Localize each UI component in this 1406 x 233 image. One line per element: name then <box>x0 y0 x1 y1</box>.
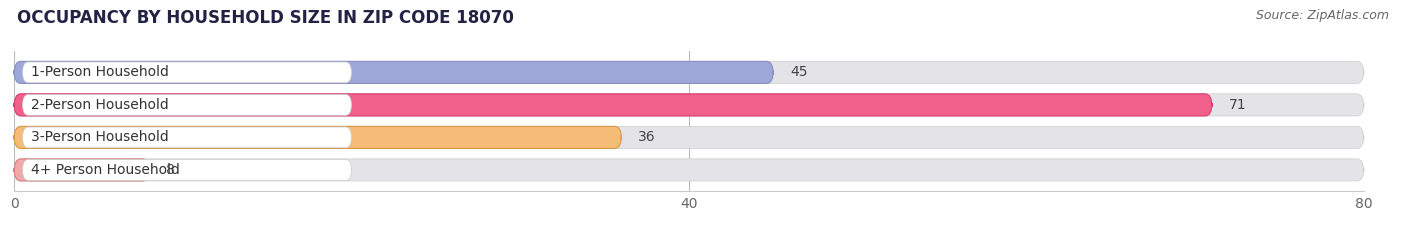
Text: Source: ZipAtlas.com: Source: ZipAtlas.com <box>1256 9 1389 22</box>
FancyBboxPatch shape <box>22 127 351 148</box>
Text: 8: 8 <box>166 163 174 177</box>
FancyBboxPatch shape <box>22 160 351 180</box>
Text: 4+ Person Household: 4+ Person Household <box>31 163 180 177</box>
FancyBboxPatch shape <box>22 95 351 115</box>
FancyBboxPatch shape <box>14 94 1364 116</box>
FancyBboxPatch shape <box>22 62 351 83</box>
FancyBboxPatch shape <box>14 159 149 181</box>
Text: 36: 36 <box>638 130 657 144</box>
FancyBboxPatch shape <box>14 126 621 148</box>
FancyBboxPatch shape <box>14 126 1364 148</box>
FancyBboxPatch shape <box>14 159 1364 181</box>
Text: OCCUPANCY BY HOUSEHOLD SIZE IN ZIP CODE 18070: OCCUPANCY BY HOUSEHOLD SIZE IN ZIP CODE … <box>17 9 513 27</box>
Text: 45: 45 <box>790 65 807 79</box>
FancyBboxPatch shape <box>14 61 1364 83</box>
Text: 1-Person Household: 1-Person Household <box>31 65 169 79</box>
Text: 3-Person Household: 3-Person Household <box>31 130 169 144</box>
FancyBboxPatch shape <box>14 94 1212 116</box>
FancyBboxPatch shape <box>14 61 773 83</box>
Text: 2-Person Household: 2-Person Household <box>31 98 169 112</box>
Text: 71: 71 <box>1229 98 1247 112</box>
